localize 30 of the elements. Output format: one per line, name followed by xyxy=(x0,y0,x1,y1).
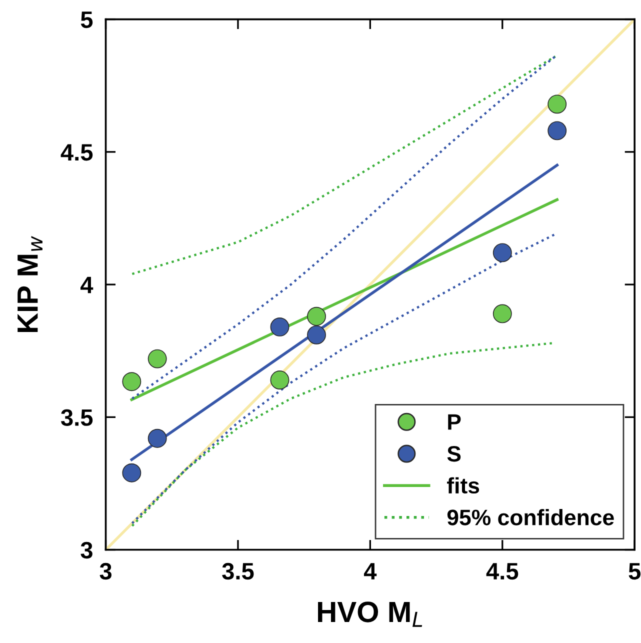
point xyxy=(548,121,567,140)
y-tick-label: 5 xyxy=(80,12,93,28)
y-tick-label: 4 xyxy=(80,276,94,294)
point xyxy=(270,317,290,336)
x-tick-label: 3 xyxy=(100,562,112,580)
y-tick-label: 3 xyxy=(80,542,92,559)
point xyxy=(122,372,142,392)
point xyxy=(492,243,512,262)
line-series xyxy=(131,55,556,276)
point xyxy=(122,463,142,482)
line-series xyxy=(131,55,556,400)
y-tick-label: 4.5 xyxy=(60,144,93,161)
legend-label: P xyxy=(448,414,461,430)
x-axis-title: HVO M$_{L}$ xyxy=(318,602,422,627)
x-tick-label: 4 xyxy=(364,563,377,580)
y-axis-title: KIP M$_{w}$ xyxy=(18,236,42,332)
legend-label: fits xyxy=(447,477,480,494)
legend-label: S xyxy=(447,446,461,462)
point xyxy=(307,306,326,326)
x-tick-label: 5 xyxy=(628,563,640,580)
point xyxy=(148,349,167,368)
legend-label: 95% confidence xyxy=(447,509,614,526)
point xyxy=(270,370,290,390)
point xyxy=(307,325,326,344)
x-tick-label: 3.5 xyxy=(222,562,254,580)
point xyxy=(492,304,512,324)
point xyxy=(548,94,567,114)
point xyxy=(148,428,167,448)
x-tick-label: 4.5 xyxy=(486,563,518,580)
y-tick-label: 3.5 xyxy=(60,409,93,426)
